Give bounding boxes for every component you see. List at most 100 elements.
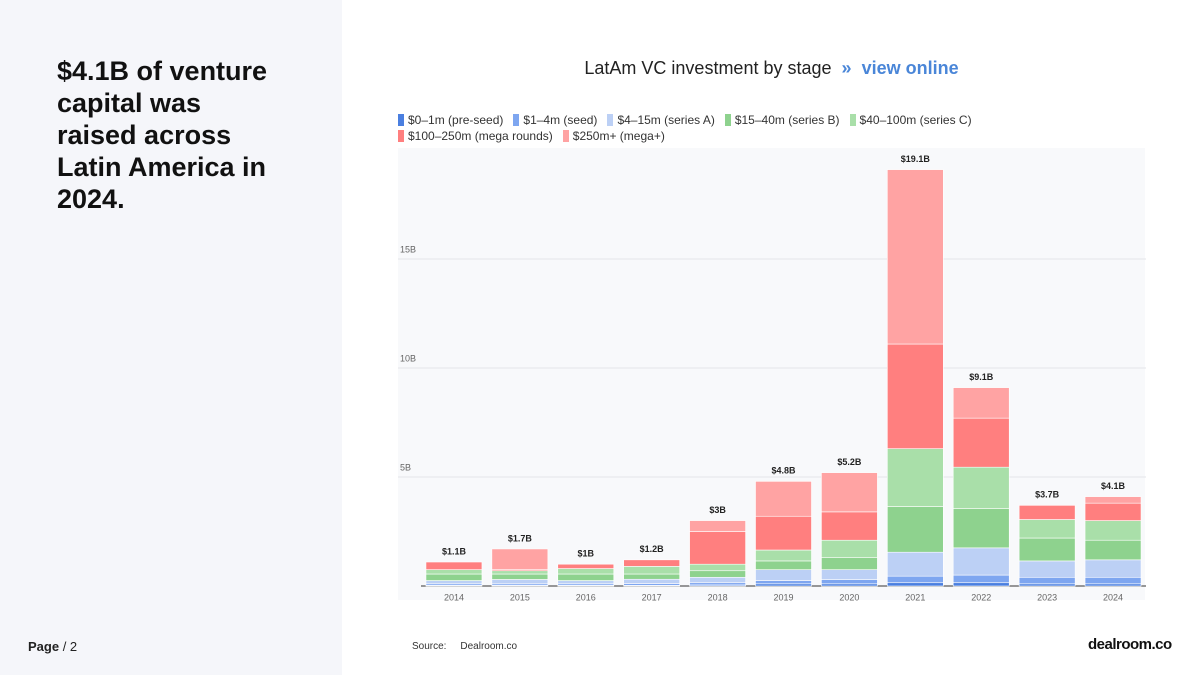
bar-segment: [689, 576, 746, 584]
bar-segment: [952, 574, 1010, 584]
bar-segment: [689, 563, 746, 572]
logo: dealroom.co: [1088, 636, 1172, 653]
bar-segment: [952, 417, 1010, 468]
x-tick-label: 2018: [708, 592, 728, 602]
bar-segment: [1084, 502, 1142, 521]
total-label: $3B: [709, 505, 726, 515]
bar-segment: [491, 570, 549, 575]
total-label: $1.2B: [640, 544, 665, 554]
total-label: $5.2B: [837, 457, 862, 467]
headline: $4.1B of venture capital was raised acro…: [57, 56, 268, 214]
bar-segment: [821, 472, 878, 513]
x-tick-label: 2014: [444, 592, 464, 602]
bar-segment: [887, 575, 944, 584]
total-label: $4.1B: [1101, 481, 1126, 491]
bar-segment: [1084, 496, 1142, 504]
chart-title: LatAm VC investment by stage: [584, 58, 832, 78]
legend-item: $4–15m (series A): [607, 113, 715, 127]
page-count: / 2: [62, 639, 78, 654]
legend-item: $1–4m (seed): [513, 113, 597, 127]
total-label: $1B: [578, 549, 595, 559]
x-tick-label: 2016: [576, 592, 596, 602]
legend-swatch: [607, 114, 614, 126]
x-tick-label: 2024: [1103, 592, 1123, 602]
legend-item: $100–250m (mega rounds): [398, 129, 553, 143]
y-tick-label: 15B: [400, 244, 416, 254]
bar-segment: [623, 578, 680, 584]
legend-swatch: [562, 130, 569, 142]
bar-segment: [821, 583, 878, 587]
side-panel: [0, 0, 342, 675]
legend-label: $15–40m (series B): [734, 113, 840, 127]
total-label: $9.1B: [969, 372, 994, 382]
legend-label: $250m+ (mega+): [572, 129, 665, 143]
x-tick-label: 2023: [1037, 592, 1057, 602]
legend-label: $4–15m (series A): [617, 113, 715, 127]
bar-segment: [821, 511, 878, 541]
bar-segment: [887, 506, 944, 553]
bar-segment: [755, 549, 812, 562]
bar-segment: [557, 573, 615, 581]
bar-segment: [755, 481, 812, 517]
bar-segment: [952, 466, 1010, 509]
source-label: Source:: [412, 641, 447, 652]
bar-segment: [1084, 559, 1142, 578]
x-tick-label: 2020: [839, 592, 859, 602]
legend-swatch: [724, 114, 731, 126]
view-online-link[interactable]: view online: [861, 58, 959, 78]
bar-segment: [887, 448, 944, 507]
chart-title-row: LatAm VC investment by stage » view onli…: [398, 58, 1145, 79]
bar-segment: [887, 343, 944, 449]
bar-segment: [1084, 576, 1142, 585]
bar-segment: [821, 569, 878, 580]
legend-item: $0–1m (pre-seed): [398, 113, 503, 127]
legend-label: $40–100m (series C): [859, 113, 972, 127]
x-tick-label: 2015: [510, 592, 530, 602]
bar-segment: [1018, 537, 1076, 562]
bar-segment: [1018, 583, 1076, 587]
page-number: Page / 2: [28, 639, 77, 654]
bar-segment: [425, 569, 483, 575]
legend-label: $1–4m (seed): [523, 113, 598, 127]
bar-segment: [755, 560, 812, 570]
legend-swatch: [513, 114, 520, 126]
bar-segment: [887, 169, 944, 345]
bar-segment: [623, 573, 680, 580]
x-tick-label: 2022: [971, 592, 991, 602]
source-name: Dealroom.co: [460, 641, 518, 652]
total-label: $3.7B: [1035, 490, 1060, 500]
bar-segment: [821, 557, 878, 570]
bar-segment: [1018, 505, 1076, 520]
bar-segment: [689, 531, 746, 565]
bar-segment: [952, 508, 1010, 549]
separator: »: [841, 58, 852, 78]
bar-segment: [689, 582, 746, 586]
x-tick-label: 2019: [773, 592, 793, 602]
bar-segment: [821, 579, 878, 585]
legend: $0–1m (pre-seed) $1–4m (seed) $4–15m (seri…: [398, 113, 998, 143]
legend-item: $15–40m (series B): [724, 113, 840, 127]
total-label: $4.8B: [771, 466, 796, 476]
bar-segment: [821, 539, 878, 558]
bar-segment: [425, 573, 483, 581]
bar-segment: [952, 582, 1010, 587]
legend-swatch: [398, 130, 404, 142]
bar-segment: [1018, 519, 1076, 539]
bar-segment: [887, 551, 944, 577]
bar-segment: [425, 561, 483, 570]
bar-segment: [755, 569, 812, 581]
source: Source: Dealroom.co: [412, 641, 517, 652]
bar-segment: [887, 582, 944, 587]
bar-segment: [491, 548, 549, 570]
bar-segment: [952, 547, 1010, 576]
bar-segment: [491, 579, 549, 585]
bar-segment: [491, 573, 549, 580]
y-tick-label: 5B: [400, 462, 411, 472]
bar-segment: [755, 580, 812, 585]
bar-segment: [755, 515, 812, 551]
legend-swatch: [849, 114, 856, 126]
bar-segment: [1084, 539, 1142, 561]
bar-segment: [1084, 520, 1142, 541]
bar-segment: [1084, 583, 1142, 587]
